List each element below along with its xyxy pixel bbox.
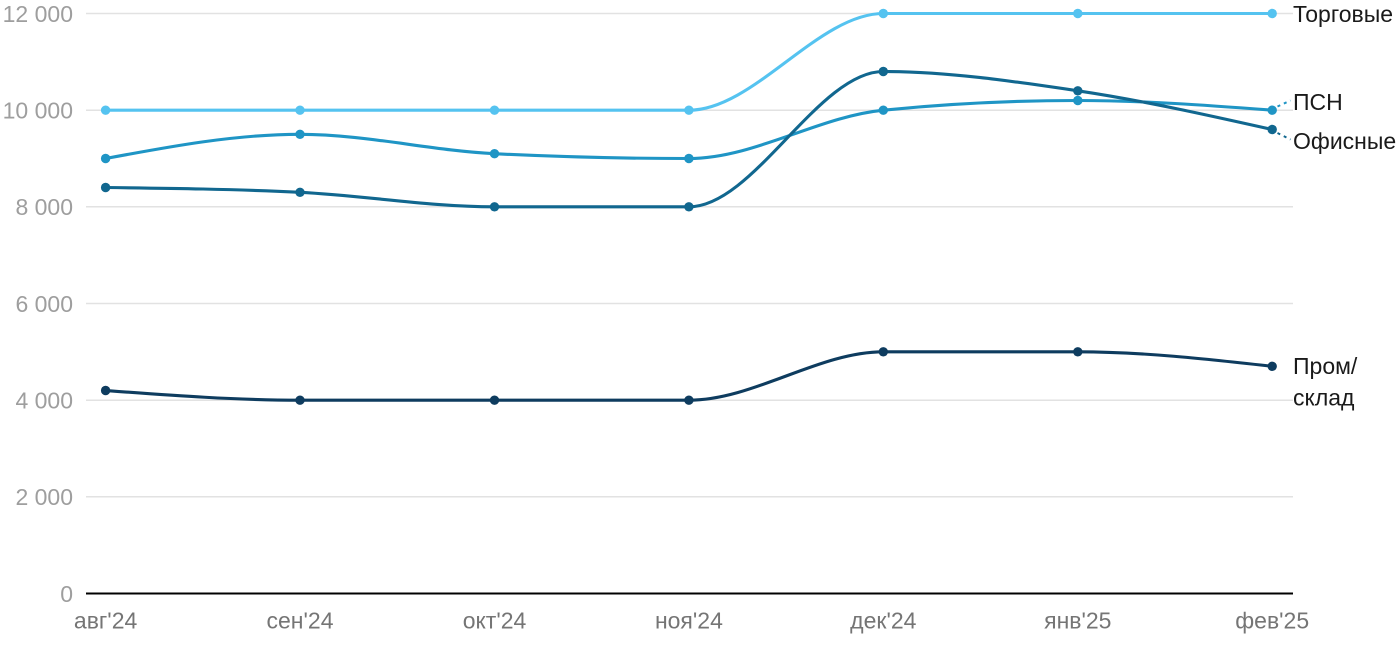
svg-text:4 000: 4 000 (15, 388, 73, 414)
svg-text:12 000: 12 000 (3, 1, 73, 27)
svg-text:Торговые: Торговые (1293, 1, 1393, 27)
svg-text:0: 0 (60, 581, 73, 607)
svg-text:8 000: 8 000 (15, 194, 73, 220)
svg-text:сен'24: сен'24 (267, 607, 334, 633)
svg-text:дек'24: дек'24 (850, 607, 916, 633)
svg-text:10 000: 10 000 (3, 98, 73, 124)
svg-text:2 000: 2 000 (15, 484, 73, 510)
svg-text:ПСН: ПСН (1293, 89, 1343, 115)
svg-text:авг'24: авг'24 (74, 607, 138, 633)
svg-text:6 000: 6 000 (15, 291, 73, 317)
svg-text:фев'25: фев'25 (1235, 607, 1309, 633)
svg-text:склад: склад (1293, 384, 1355, 410)
svg-text:Офисные: Офисные (1293, 128, 1396, 154)
svg-text:Пром/: Пром/ (1293, 353, 1358, 379)
svg-text:ноя'24: ноя'24 (655, 607, 723, 633)
svg-text:окт'24: окт'24 (463, 607, 527, 633)
svg-text:янв'25: янв'25 (1044, 607, 1111, 633)
